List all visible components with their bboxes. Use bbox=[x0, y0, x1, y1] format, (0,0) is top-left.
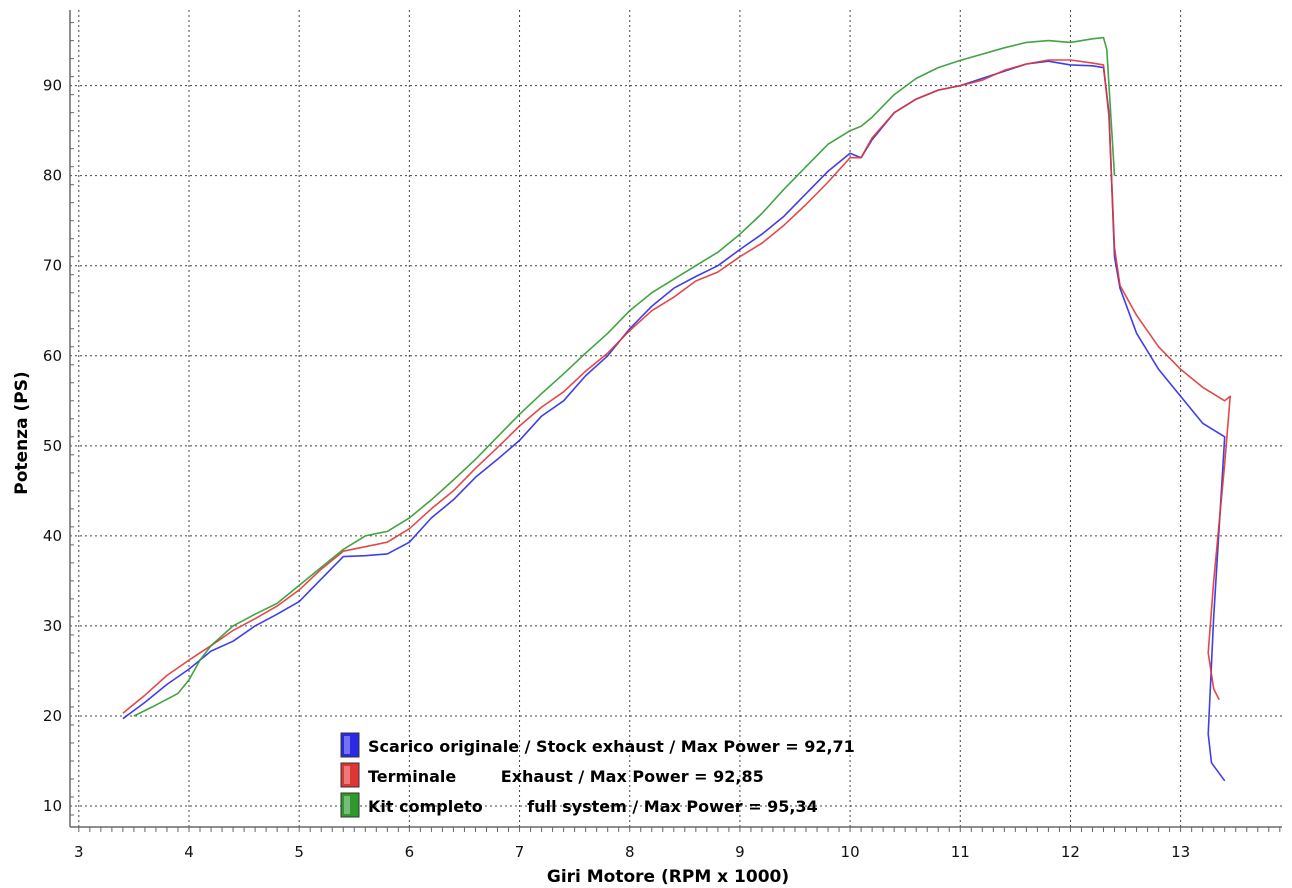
legend-swatch-1 bbox=[340, 732, 360, 758]
x-tick-label: 8 bbox=[625, 843, 635, 861]
legend: Scarico originale / Stock exhaust / Max … bbox=[340, 732, 855, 818]
y-tick-label: 10 bbox=[43, 797, 62, 815]
legend-swatch-highlight bbox=[344, 796, 350, 814]
series-line-1 bbox=[122, 60, 1226, 782]
x-tick-label: 10 bbox=[841, 843, 860, 861]
x-tick-label: 9 bbox=[735, 843, 745, 861]
y-tick-label: 70 bbox=[43, 257, 62, 275]
legend-label-2: Terminale Exhaust / Max Power = 92,85 bbox=[368, 767, 764, 786]
legend-swatch-highlight bbox=[344, 736, 350, 754]
series-lines bbox=[122, 36, 1231, 782]
y-tick-label: 90 bbox=[43, 77, 62, 95]
y-tick-label: 60 bbox=[43, 347, 62, 365]
y-axis-title: Potenza (PS) bbox=[12, 371, 32, 494]
x-tick-labels: 3 4 5 6 7 8 9 10 11 12 13 bbox=[74, 843, 1190, 861]
x-tick-label: 12 bbox=[1061, 843, 1080, 861]
y-tick-label: 40 bbox=[43, 527, 62, 545]
x-axis-title: Giri Motore (RPM x 1000) bbox=[547, 867, 789, 887]
x-tick-label: 5 bbox=[294, 843, 304, 861]
legend-swatch-2 bbox=[340, 762, 360, 788]
series-line-3 bbox=[133, 36, 1116, 717]
y-tick-label: 20 bbox=[43, 707, 62, 725]
grid bbox=[70, 10, 1282, 827]
minor-ticks bbox=[70, 22, 1281, 832]
y-tick-label: 50 bbox=[43, 437, 62, 455]
x-tick-label: 4 bbox=[184, 843, 194, 861]
x-tick-label: 11 bbox=[951, 843, 970, 861]
legend-swatch-highlight bbox=[344, 766, 350, 784]
series-line-2 bbox=[122, 59, 1231, 714]
x-tick-label: 6 bbox=[405, 843, 415, 861]
legend-swatch-3 bbox=[340, 792, 360, 818]
y-tick-label: 80 bbox=[43, 167, 62, 185]
y-tick-labels: 10 20 30 40 50 60 70 80 90 bbox=[43, 77, 62, 815]
x-tick-label: 3 bbox=[74, 843, 84, 861]
y-tick-label: 30 bbox=[43, 617, 62, 635]
x-tick-label: 13 bbox=[1171, 843, 1190, 861]
legend-label-3: Kit completo full system / Max Power = 9… bbox=[368, 797, 818, 816]
legend-label-1: Scarico originale / Stock exhaust / Max … bbox=[368, 737, 855, 756]
x-tick-label: 7 bbox=[515, 843, 525, 861]
